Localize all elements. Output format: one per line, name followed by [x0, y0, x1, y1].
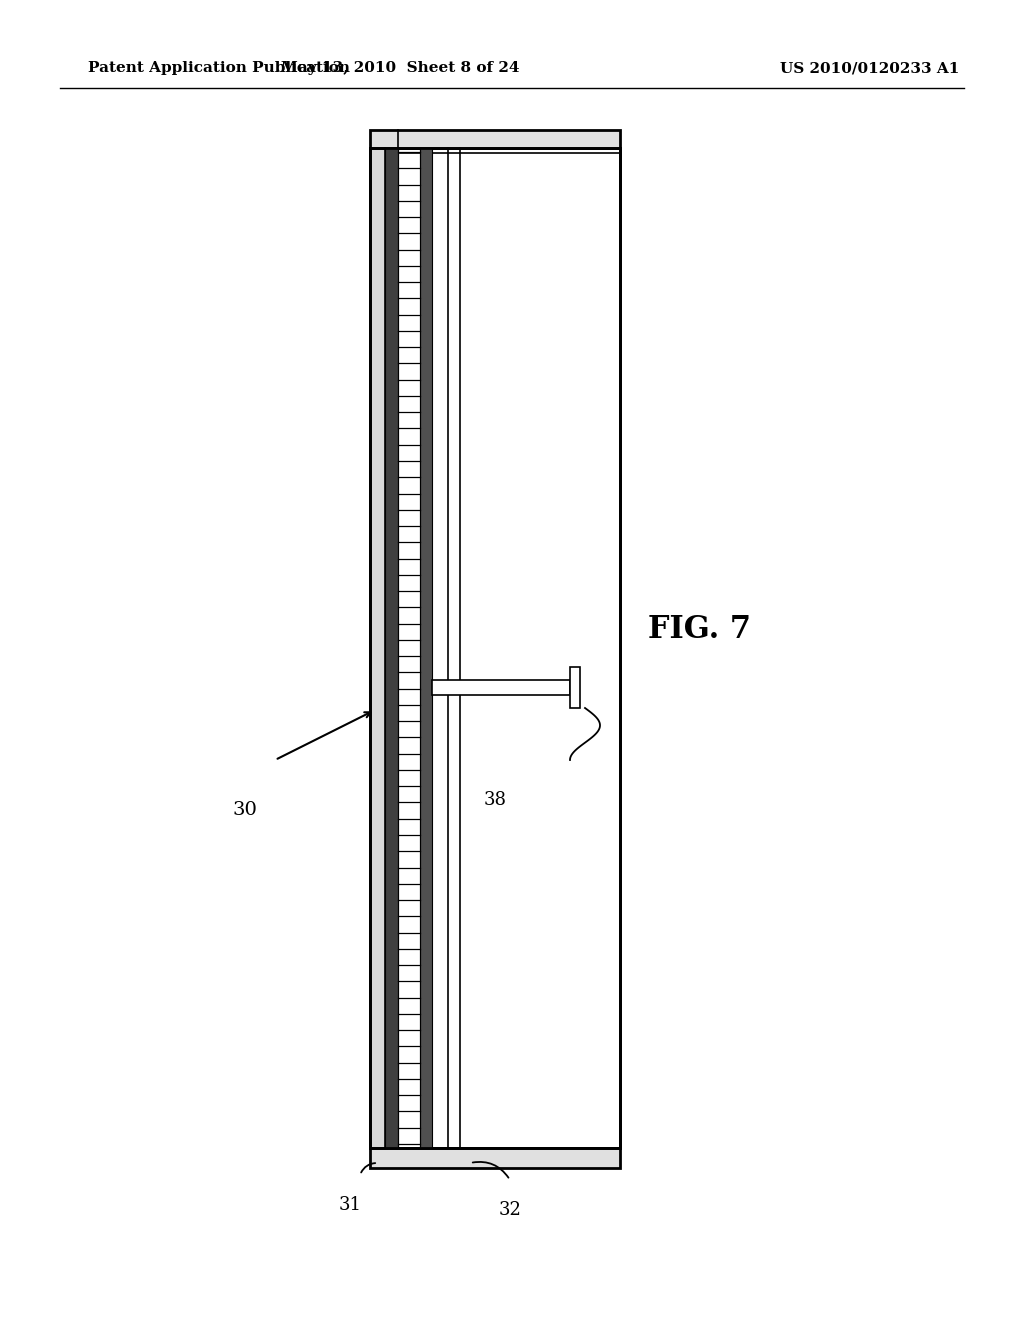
- Bar: [570, 667, 580, 708]
- Bar: [385, 148, 398, 1148]
- Text: May 13, 2010  Sheet 8 of 24: May 13, 2010 Sheet 8 of 24: [281, 61, 519, 75]
- Text: US 2010/0120233 A1: US 2010/0120233 A1: [780, 61, 959, 75]
- Text: FIG. 7: FIG. 7: [648, 615, 752, 645]
- Bar: [370, 148, 385, 1148]
- Bar: [420, 148, 432, 1148]
- Bar: [370, 129, 620, 148]
- Text: 30: 30: [232, 801, 257, 818]
- Bar: [432, 680, 570, 696]
- Text: 31: 31: [339, 1196, 361, 1214]
- Bar: [370, 1148, 620, 1168]
- Text: 38: 38: [483, 791, 507, 809]
- Bar: [370, 148, 620, 1148]
- Text: 32: 32: [499, 1201, 521, 1218]
- Text: Patent Application Publication: Patent Application Publication: [88, 61, 350, 75]
